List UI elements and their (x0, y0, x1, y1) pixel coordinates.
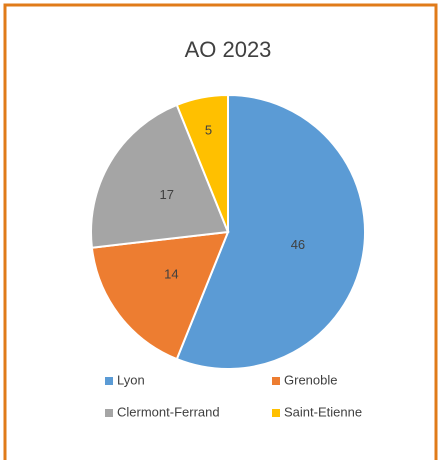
data-label: 14 (164, 267, 178, 282)
data-label: 46 (291, 237, 305, 252)
data-label: 5 (205, 123, 212, 138)
legend-swatch (272, 409, 280, 417)
legend-swatch (272, 377, 280, 385)
pie-slice (175, 93, 366, 370)
legend-label: Saint-Etienne (284, 404, 362, 419)
pie-slice (90, 103, 230, 249)
legend-label: Grenoble (284, 372, 337, 387)
legend-label: Lyon (117, 372, 145, 387)
legend-label: Clermont-Ferrand (117, 404, 220, 419)
pie-slice (175, 93, 229, 233)
pie-slice (90, 230, 230, 361)
legend-swatch (105, 377, 113, 385)
legend-swatch (105, 409, 113, 417)
data-label: 17 (160, 187, 174, 202)
chart-title: AO 2023 (185, 37, 272, 62)
